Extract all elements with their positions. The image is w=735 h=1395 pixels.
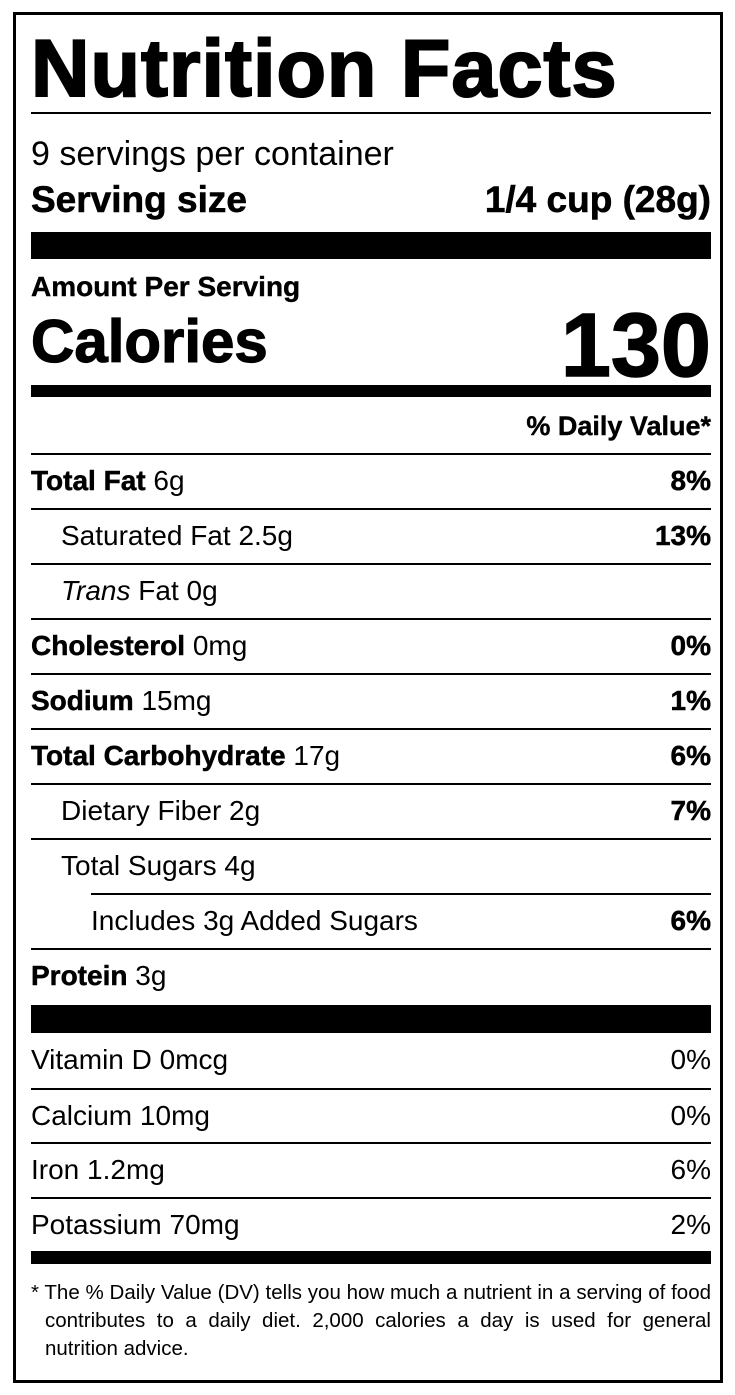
vitamin-label: Iron [31, 1154, 80, 1185]
label-title: Nutrition Facts [30, 24, 618, 114]
nutrient-name: Trans Fat 0g [31, 575, 218, 607]
nutrient-label: Total Sugars [61, 850, 217, 881]
vitamin-row: Iron 1.2mg 6% [31, 1142, 711, 1196]
nutrient-row: Sodium 15mg 1% [31, 673, 711, 727]
nutrient-label: Includes 3g Added Sugars [91, 905, 418, 936]
calories-value: 130 [560, 295, 712, 397]
daily-value-percent: 6% [670, 905, 711, 937]
vitamin-label: Calcium [31, 1099, 133, 1131]
daily-value-percent: 0% [670, 1099, 711, 1131]
nutrient-label: Dietary Fiber [61, 795, 222, 826]
nutrient-row: Total Sugars 4g [31, 838, 711, 892]
nutrient-row: Dietary Fiber 2g 7% [31, 783, 711, 837]
vitamin-name: Iron 1.2mg [31, 1154, 165, 1186]
vitamin-amount: 70mg [169, 1208, 240, 1240]
vitamin-name: Vitamin D 0mcg [31, 1044, 228, 1076]
daily-value-percent: 8% [670, 465, 711, 497]
nutrient-label: Total Carbohydrate [31, 740, 286, 772]
thick-divider [31, 232, 711, 259]
daily-value-percent: 2% [670, 1208, 711, 1240]
nutrient-row: Total Fat 6g 8% [31, 453, 711, 507]
nutrient-name: Includes 3g Added Sugars [91, 905, 418, 937]
nutrient-amount: 2.5g [238, 520, 293, 551]
nutrient-name: Sodium 15mg [31, 685, 212, 717]
nutrient-name: Dietary Fiber 2g [31, 795, 260, 827]
vitamin-amount: 0mcg [159, 1044, 229, 1075]
vitamin-amount: 1.2mg [87, 1154, 165, 1185]
calories-label: Calories [30, 307, 268, 375]
nutrient-name: Total Sugars 4g [31, 850, 256, 882]
nutrient-name: Total Carbohydrate 17g [31, 740, 340, 772]
medium-divider [31, 385, 711, 397]
nutrient-label: Sodium [31, 685, 134, 717]
nutrient-label: Saturated Fat [61, 520, 231, 551]
daily-value-header: % Daily Value* [526, 411, 711, 441]
thick-divider [31, 1005, 711, 1033]
daily-value-percent: 0% [670, 630, 711, 662]
vitamin-name: Potassium 70mg [31, 1209, 240, 1241]
nutrient-label: Protein [31, 960, 128, 992]
daily-value-percent: 13% [654, 520, 712, 552]
nutrient-name: Total Fat 6g [31, 465, 185, 497]
nutrient-name: Protein 3g [31, 960, 167, 992]
nutrient-amount: 3g [135, 960, 167, 991]
nutrient-row: Trans Fat 0g [31, 563, 711, 617]
vitamin-row: Calcium 10mg 0% [31, 1087, 711, 1142]
nutrient-amount: 2g [229, 795, 261, 826]
nutrient-name: Cholesterol 0mg [31, 630, 248, 662]
vitamin-amount: 10mg [139, 1099, 210, 1131]
nutrient-amount: 0g [186, 575, 218, 606]
daily-value-percent: 6% [670, 1154, 711, 1185]
serving-size: Serving size 1/4 cup (28g) [31, 179, 712, 221]
nutrient-amount: 15mg [141, 685, 212, 716]
medium-divider [31, 1251, 711, 1264]
serving-size-value: 1/4 cup (28g) [484, 179, 712, 221]
vitamin-row: Potassium 70mg 2% [31, 1196, 711, 1251]
nutrient-row: Total Carbohydrate 17g 6% [31, 728, 711, 782]
nutrient-amount: 4g [224, 850, 256, 881]
nutrient-label-suffix: Fat [138, 575, 179, 606]
divider [31, 112, 711, 114]
amount-per-serving: Amount Per Serving [31, 271, 301, 302]
daily-value-percent: 0% [670, 1044, 711, 1075]
daily-value-percent: 7% [670, 795, 711, 827]
vitamin-label: Potassium [31, 1208, 162, 1240]
nutrient-row: Protein 3g [31, 948, 711, 1002]
nutrient-row: Includes 3g Added Sugars 6% [91, 893, 711, 947]
nutrition-facts-label: Nutrition Facts 9 servings per container… [13, 12, 723, 1383]
footnote: * The % Daily Value (DV) tells you how m… [31, 1281, 711, 1360]
vitamin-label: Vitamin D [31, 1044, 152, 1075]
nutrient-amount: 17g [293, 740, 341, 771]
vitamin-name: Calcium 10mg [31, 1100, 210, 1132]
serving-size-label: Serving size [31, 179, 248, 221]
nutrient-amount: 0mg [192, 630, 248, 661]
daily-value-percent: 6% [670, 740, 711, 772]
nutrient-name: Saturated Fat 2.5g [31, 520, 293, 552]
daily-value-percent: 1% [670, 685, 711, 717]
servings-per-container: 9 servings per container [31, 135, 394, 173]
nutrient-label: Trans [61, 575, 131, 606]
nutrient-label: Total Fat [31, 465, 146, 497]
nutrient-row: Cholesterol 0mg 0% [31, 618, 711, 672]
nutrient-row: Saturated Fat 2.5g 13% [31, 508, 711, 562]
nutrient-amount: 6g [153, 465, 185, 496]
nutrient-label: Cholesterol [31, 630, 186, 662]
vitamin-row: Vitamin D 0mcg 0% [31, 1033, 711, 1087]
